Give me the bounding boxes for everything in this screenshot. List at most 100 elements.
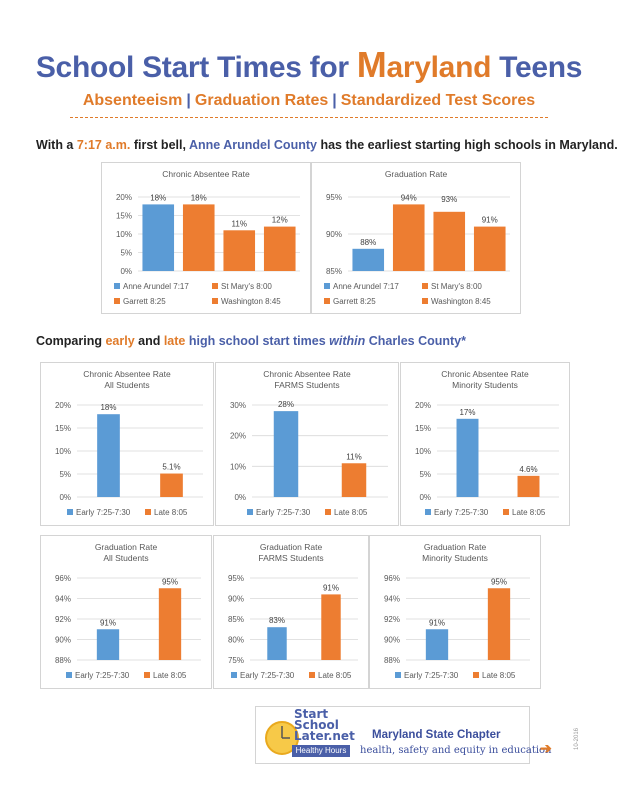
chart-graduation-farms: Graduation Rate FARMS Students 75% 80% 85% 90…	[213, 535, 369, 689]
legend-label: Early 7:25-7:30	[434, 508, 489, 517]
chart-svg: Chronic Absentee Rate 0% 5% 10% 15% 20% 18% 18%…	[114, 169, 300, 306]
data-label: 28%	[278, 400, 294, 409]
section2-prefix: Comparing	[36, 334, 106, 348]
y-tick-label: 96%	[384, 574, 400, 583]
legend-swatch	[114, 298, 120, 304]
chart-subtitle: All Students	[103, 553, 148, 563]
y-tick-label: 88%	[55, 656, 71, 665]
intro-prefix: With a	[36, 138, 77, 152]
legend-swatch	[425, 509, 431, 515]
legend-swatch	[145, 509, 151, 515]
legend-swatch	[212, 283, 218, 289]
data-label: 91%	[323, 583, 339, 592]
y-tick-label: 15%	[116, 212, 132, 221]
legend-label: Washington 8:45	[431, 297, 491, 306]
legend-swatch	[324, 283, 330, 289]
section2-and: and	[134, 334, 164, 348]
legend-swatch	[67, 509, 73, 515]
y-tick-label: 10%	[55, 447, 71, 456]
chart-absentee-minority: Chronic Absentee Rate Minority Students 0%…	[400, 362, 570, 526]
y-tick-label: 0%	[419, 493, 431, 502]
y-tick-label: 0%	[120, 267, 132, 276]
bar	[223, 230, 256, 271]
chart-subtitle: Minority Students	[452, 380, 518, 390]
subtitle-separator: |	[332, 92, 337, 109]
data-label: 18%	[191, 193, 207, 202]
y-tick-label: 20%	[230, 432, 246, 441]
section2-late: late	[163, 334, 186, 348]
bar	[182, 204, 215, 271]
bar	[142, 204, 175, 271]
chart-title: Graduation Rate	[385, 169, 448, 179]
subtitle-absenteeism: Absenteeism	[82, 92, 183, 109]
chart-graduation-all: Graduation Rate All Students 88% 90% 92% 94% 9…	[40, 535, 212, 689]
legend-label: Late 8:05	[334, 508, 368, 517]
data-label: 18%	[150, 193, 166, 202]
legend-label: Washington 8:45	[221, 297, 281, 306]
legend-label: Early 7:25-7:30	[240, 671, 295, 680]
legend-label: St Mary's 8:00	[221, 282, 272, 291]
legend-swatch	[247, 509, 253, 515]
footer-logo-box: Start School Later.net Healthy Hours Maryl…	[255, 706, 552, 764]
logo-line1: Start	[294, 707, 329, 721]
subtitle-test-scores: Standardized Test Scores	[340, 92, 536, 109]
dashed-divider	[70, 117, 548, 118]
y-tick-label: 92%	[55, 615, 71, 624]
data-label: 17%	[459, 408, 475, 417]
next-arrow-icon[interactable]: ➔	[540, 740, 552, 756]
bar	[96, 629, 120, 660]
legend-label: Early 7:25-7:30	[76, 508, 131, 517]
intro-time: 7:17 a.m.	[76, 138, 131, 152]
data-label: 88%	[360, 238, 376, 247]
legend-label: Late 8:05	[154, 508, 188, 517]
bar	[425, 629, 449, 660]
bar	[160, 473, 183, 497]
bar	[158, 588, 182, 660]
chart-title: Chronic Absentee Rate	[441, 369, 529, 379]
data-label: 95%	[491, 577, 507, 586]
legend-swatch	[473, 672, 479, 678]
bar	[352, 248, 385, 271]
legend-label: Anne Arundel 7:17	[123, 282, 189, 291]
section2-early: early	[105, 334, 135, 348]
data-label: 93%	[441, 195, 457, 204]
title-teens: Teens	[491, 51, 583, 84]
data-label: 91%	[100, 618, 116, 627]
chart-absentee-farms: Chronic Absentee Rate FARMS Students 0% 10%…	[215, 362, 399, 526]
section2-mid: high school start times	[185, 334, 330, 348]
legend-swatch	[395, 672, 401, 678]
legend-label: Early 7:25-7:30	[404, 671, 459, 680]
chart-title: Chronic Absentee Rate	[83, 369, 171, 379]
y-tick-label: 10%	[116, 230, 132, 239]
legend-label: Late 8:05	[318, 671, 352, 680]
legend-label: Early 7:25-7:30	[75, 671, 130, 680]
y-tick-label: 88%	[384, 656, 400, 665]
intro-middle: first bell,	[130, 138, 189, 152]
chart-title: Graduation Rate	[95, 542, 158, 552]
bar	[456, 418, 479, 497]
chart-title: Graduation Rate	[424, 542, 487, 552]
legend-swatch	[231, 672, 237, 678]
logo-line3: Later.net	[294, 729, 355, 743]
chart-title: Graduation Rate	[260, 542, 323, 552]
y-tick-label: 0%	[234, 493, 246, 502]
date-stamp: 10-2016	[574, 727, 580, 750]
legend-swatch	[144, 672, 150, 678]
y-tick-label: 75%	[228, 656, 244, 665]
y-tick-label: 95%	[228, 574, 244, 583]
legend-label: Garrett 8:25	[333, 297, 376, 306]
legend-label: Late 8:05	[153, 671, 187, 680]
y-tick-label: 20%	[116, 193, 132, 202]
legend-swatch	[422, 283, 428, 289]
intro-suffix: has the earliest starting high schools i…	[316, 138, 618, 152]
legend-swatch	[325, 509, 331, 515]
title-maryland: aryland	[386, 51, 492, 84]
y-tick-label: 15%	[55, 424, 71, 433]
data-label: 11%	[232, 219, 247, 228]
legend-label: Late 8:05	[512, 508, 546, 517]
bar	[97, 414, 120, 497]
y-tick-label: 94%	[55, 595, 71, 604]
